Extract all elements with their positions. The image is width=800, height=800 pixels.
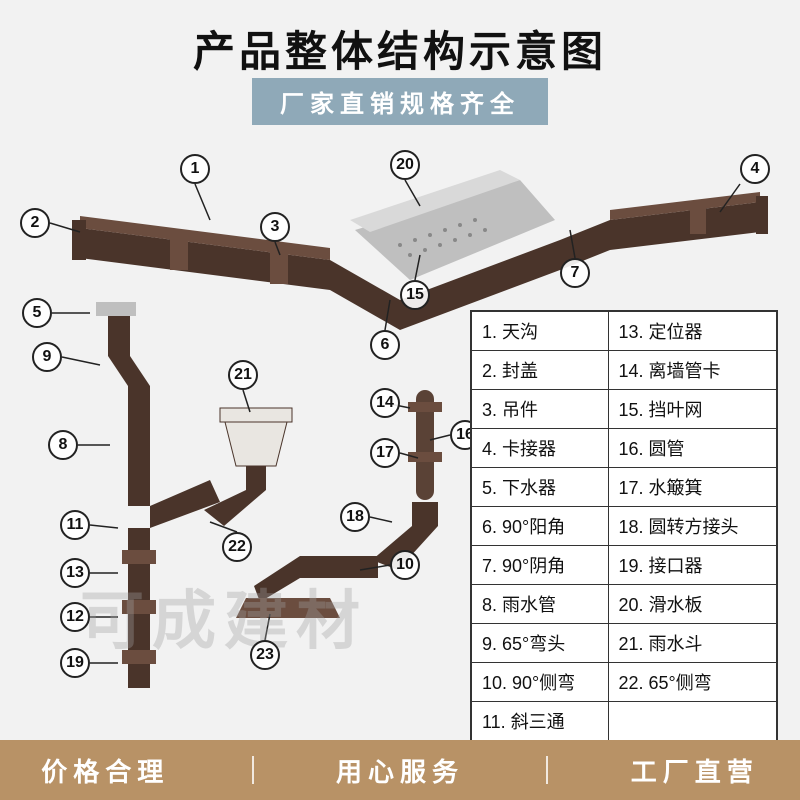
callout-15: 15 [400, 280, 430, 310]
callout-19: 19 [60, 648, 90, 678]
callout-9: 9 [32, 342, 62, 372]
callout-4: 4 [740, 154, 770, 184]
legend-cell-right: 13. 定位器 [608, 312, 777, 351]
drain-outlet [96, 302, 136, 316]
legend-row: 2. 封盖14. 离墙管卡 [472, 351, 777, 390]
page-root: 产品整体结构示意图 厂家直销规格齐全 [0, 0, 800, 800]
legend-cell-right: 19. 接口器 [608, 546, 777, 585]
legend-cell-right: 17. 水簸箕 [608, 468, 777, 507]
legend-cell-left: 8. 雨水管 [472, 585, 609, 624]
legend-table: 1. 天沟13. 定位器2. 封盖14. 离墙管卡3. 吊件15. 挡叶网4. … [471, 311, 777, 741]
joiner-2 [122, 650, 156, 664]
legend-row: 3. 吊件15. 挡叶网 [472, 390, 777, 429]
legend-cell-left: 6. 90°阳角 [472, 507, 609, 546]
footer-bar: 价格合理 用心服务 工厂直营 [0, 740, 800, 800]
legend-row: 11. 斜三通 [472, 702, 777, 741]
legend-cell-right: 18. 圆转方接头 [608, 507, 777, 546]
page-subtitle: 厂家直销规格齐全 [252, 78, 548, 125]
callout-12: 12 [60, 602, 90, 632]
footer-item-1: 价格合理 [41, 752, 169, 789]
legend-cell-left: 10. 90°侧弯 [472, 663, 609, 702]
connector-1 [170, 236, 188, 270]
callout-13: 13 [60, 558, 90, 588]
end-cap-left [72, 220, 86, 260]
callout-18: 18 [340, 502, 370, 532]
callout-10: 10 [390, 550, 420, 580]
callout-22: 22 [222, 532, 252, 562]
elbow-65-a [108, 316, 130, 356]
rain-hopper-lip [220, 408, 292, 422]
callout-8: 8 [48, 430, 78, 460]
callout-2: 2 [20, 208, 50, 238]
callout-20: 20 [390, 150, 420, 180]
legend-cell-left: 5. 下水器 [472, 468, 609, 507]
legend-cell-right: 21. 雨水斗 [608, 624, 777, 663]
legend-row: 6. 90°阳角18. 圆转方接头 [472, 507, 777, 546]
legend-cell-left: 7. 90°阴角 [472, 546, 609, 585]
wall-clip-1 [408, 402, 442, 412]
locator [122, 550, 156, 564]
callout-3: 3 [260, 212, 290, 242]
legend-row: 9. 65°弯头21. 雨水斗 [472, 624, 777, 663]
round-to-square [412, 502, 438, 526]
callout-21: 21 [228, 360, 258, 390]
legend-row: 5. 下水器17. 水簸箕 [472, 468, 777, 507]
elbow-90-out [254, 556, 300, 602]
end-cap-right [756, 196, 768, 234]
footer-item-3: 工厂直营 [631, 752, 759, 789]
legend-row: 4. 卡接器16. 圆管 [472, 429, 777, 468]
parts-legend: 1. 天沟13. 定位器2. 封盖14. 离墙管卡3. 吊件15. 挡叶网4. … [470, 310, 778, 742]
callout-17: 17 [370, 438, 400, 468]
legend-row: 8. 雨水管20. 滑水板 [472, 585, 777, 624]
footer-sep-2 [546, 756, 548, 784]
footer-sep-1 [252, 756, 254, 784]
callout-5: 5 [22, 298, 52, 328]
joiner-1 [122, 600, 156, 614]
legend-cell-right: 15. 挡叶网 [608, 390, 777, 429]
callout-6: 6 [370, 330, 400, 360]
rain-hopper [224, 418, 288, 466]
callout-7: 7 [560, 258, 590, 288]
callout-1: 1 [180, 154, 210, 184]
legend-cell-right: 20. 滑水板 [608, 585, 777, 624]
callout-23: 23 [250, 640, 280, 670]
legend-cell-right [608, 702, 777, 741]
hopper-stub [246, 466, 266, 490]
connector-2 [690, 204, 706, 234]
splash-block [236, 598, 340, 618]
legend-cell-left: 11. 斜三通 [472, 702, 609, 741]
legend-row: 7. 90°阴角19. 接口器 [472, 546, 777, 585]
callout-11: 11 [60, 510, 90, 540]
corner-outside [330, 260, 400, 330]
horiz-pipe [300, 556, 378, 578]
footer-item-2: 用心服务 [336, 752, 464, 789]
legend-cell-right: 16. 圆管 [608, 429, 777, 468]
legend-row: 1. 天沟13. 定位器 [472, 312, 777, 351]
downspout-1 [128, 386, 150, 506]
legend-cell-right: 22. 65°侧弯 [608, 663, 777, 702]
legend-row: 10. 90°侧弯22. 65°侧弯 [472, 663, 777, 702]
legend-cell-left: 1. 天沟 [472, 312, 609, 351]
callout-14: 14 [370, 388, 400, 418]
page-title: 产品整体结构示意图 [0, 18, 800, 79]
hanger-1 [270, 250, 288, 284]
legend-cell-left: 3. 吊件 [472, 390, 609, 429]
legend-cell-left: 9. 65°弯头 [472, 624, 609, 663]
elbow-65-b [108, 356, 150, 386]
legend-cell-left: 2. 封盖 [472, 351, 609, 390]
legend-cell-right: 14. 离墙管卡 [608, 351, 777, 390]
branch-tee [150, 480, 220, 528]
legend-cell-left: 4. 卡接器 [472, 429, 609, 468]
